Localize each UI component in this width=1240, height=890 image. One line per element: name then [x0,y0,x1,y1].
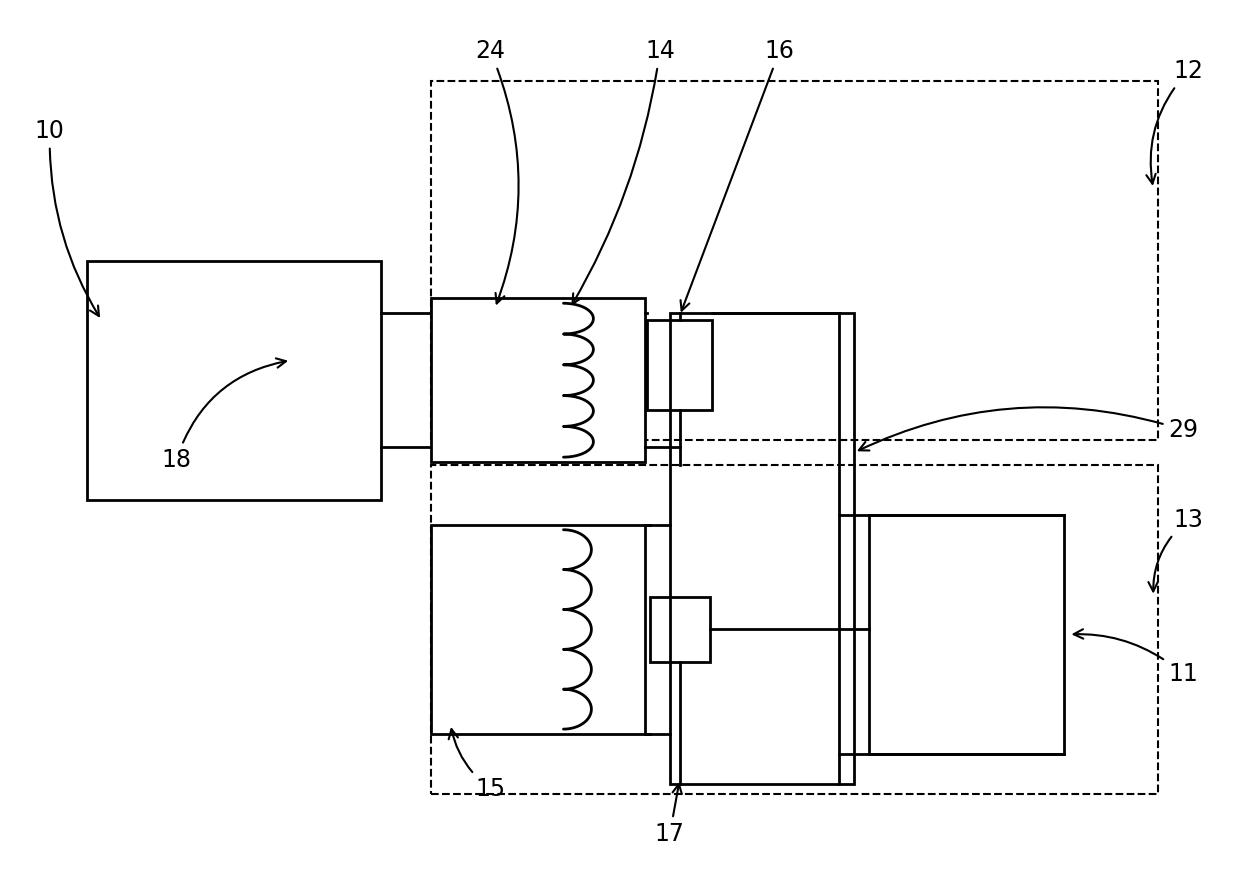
Text: 17: 17 [655,784,684,846]
Text: 29: 29 [859,408,1198,450]
Bar [430,298,645,462]
Bar [430,81,1158,440]
Text: 18: 18 [161,359,286,472]
Text: 13: 13 [1148,508,1203,592]
Text: 16: 16 [681,39,795,311]
Bar [647,320,712,410]
Bar [650,597,709,662]
Bar [670,313,854,784]
Bar [430,525,645,734]
Text: 24: 24 [475,39,518,303]
Text: 11: 11 [1074,629,1198,686]
Text: 10: 10 [35,119,99,316]
Bar [87,261,381,500]
Text: 15: 15 [449,729,506,801]
Bar [430,465,1158,794]
Text: 14: 14 [573,39,675,303]
Bar [869,514,1064,754]
Text: 12: 12 [1146,59,1203,183]
